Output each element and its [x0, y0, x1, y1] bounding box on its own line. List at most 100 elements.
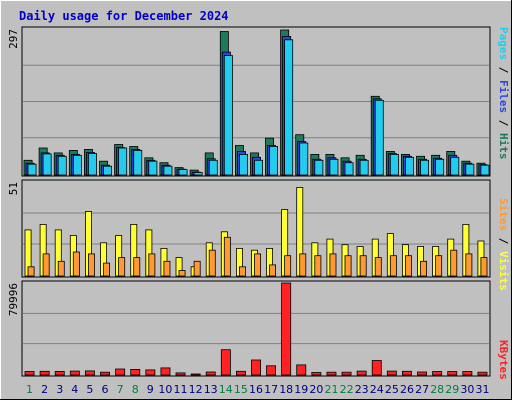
- bar: [88, 253, 95, 277]
- day-tick-label: 20: [309, 383, 323, 396]
- bar: [477, 371, 488, 376]
- legend-entry: Visits: [497, 251, 510, 291]
- day-tick-label: 26: [400, 383, 414, 396]
- bar: [178, 169, 188, 176]
- day-tick-label: 2: [41, 383, 48, 396]
- bar: [450, 156, 460, 176]
- bar: [145, 369, 156, 376]
- bar: [344, 255, 352, 277]
- bar: [208, 159, 218, 176]
- day-tick-label: 14: [219, 383, 233, 396]
- bar: [299, 253, 307, 277]
- day-tick-label: 12: [189, 383, 203, 396]
- bar: [465, 253, 473, 277]
- bar: [238, 153, 248, 176]
- bar: [480, 164, 490, 176]
- bar: [281, 282, 292, 376]
- day-tick-label: 5: [86, 383, 93, 396]
- bar: [389, 255, 397, 277]
- bar: [115, 368, 126, 376]
- max-value-label: 79996: [7, 283, 20, 316]
- day-tick-label: 15: [234, 383, 248, 396]
- bar: [208, 249, 216, 277]
- bar: [432, 371, 443, 376]
- bar: [88, 152, 97, 176]
- bar: [254, 253, 261, 277]
- bar: [69, 370, 80, 376]
- day-tick-label: 24: [370, 383, 384, 396]
- day-tick-label: 8: [132, 383, 139, 396]
- bar: [133, 149, 143, 176]
- hits-panel: 297: [7, 26, 491, 177]
- bar: [284, 255, 292, 277]
- bar: [420, 260, 427, 277]
- bar: [163, 260, 171, 277]
- bar: [374, 257, 382, 277]
- bar: [238, 266, 246, 277]
- chart-title: Daily usage for December 2024: [19, 9, 229, 23]
- day-tick-label: 1: [26, 383, 33, 396]
- bar: [163, 165, 173, 176]
- legend-entry: Pages: [497, 27, 510, 60]
- bar: [417, 371, 428, 376]
- bar: [299, 142, 309, 176]
- bar: [450, 249, 458, 277]
- bar: [160, 367, 171, 376]
- bar: [326, 371, 337, 376]
- bar: [269, 146, 279, 176]
- bar: [27, 266, 35, 277]
- bar: [344, 162, 354, 176]
- bar: [359, 159, 369, 176]
- day-tick-label: 16: [249, 383, 263, 396]
- bar: [27, 163, 37, 176]
- bar: [103, 165, 113, 176]
- bar: [103, 262, 110, 277]
- bar: [100, 371, 111, 376]
- legend-separator: /: [497, 60, 510, 80]
- legend-hits-panel: Pages / Files / Hits: [497, 27, 510, 160]
- bar: [133, 257, 141, 277]
- legend-kbytes-panel: KBytes: [497, 340, 510, 380]
- bar: [193, 260, 201, 277]
- bar: [223, 55, 233, 176]
- day-tick-label: 10: [158, 383, 172, 396]
- bar: [435, 255, 443, 277]
- day-tick-label: 18: [279, 383, 293, 396]
- bar: [57, 260, 65, 277]
- bar: [371, 360, 382, 376]
- bar: [85, 370, 95, 376]
- bar: [57, 155, 67, 176]
- bar: [72, 154, 82, 176]
- day-tick-label: 17: [264, 383, 278, 396]
- day-tick-label: 19: [294, 383, 308, 396]
- bar: [359, 255, 367, 277]
- bar: [329, 158, 339, 176]
- bar: [269, 264, 276, 277]
- bar: [251, 359, 262, 376]
- bar: [462, 371, 473, 376]
- bar: [389, 153, 399, 176]
- max-value-label: 297: [7, 29, 20, 49]
- day-tick-label: 22: [340, 383, 354, 396]
- day-tick-label: 21: [325, 383, 339, 396]
- day-tick-label: 30: [460, 383, 474, 396]
- bar: [235, 370, 246, 376]
- bar: [54, 370, 65, 376]
- day-tick-label: 27: [415, 383, 429, 396]
- bar: [296, 364, 307, 376]
- bar: [374, 99, 384, 176]
- day-tick-label: 31: [476, 383, 490, 396]
- bar: [72, 251, 80, 277]
- kbytes-panel: 79996: [7, 280, 491, 377]
- day-tick-label: 9: [147, 383, 154, 396]
- day-tick-label: 13: [204, 383, 218, 396]
- legend-entry: Hits: [497, 133, 510, 160]
- bar: [266, 365, 277, 376]
- bar: [447, 371, 458, 376]
- legend-separator: /: [497, 231, 510, 251]
- bar: [42, 253, 50, 277]
- bar: [205, 371, 216, 376]
- visits-panel: 51: [7, 179, 491, 278]
- bar: [42, 153, 52, 176]
